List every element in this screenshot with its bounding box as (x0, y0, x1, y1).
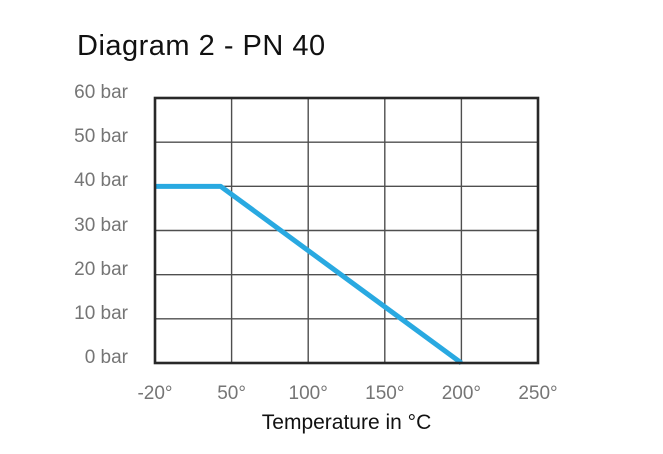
chart-title: Diagram 2 - PN 40 (77, 30, 326, 62)
y-tick-label: 30 bar (74, 214, 128, 236)
x-tick-label: 150° (365, 383, 405, 404)
x-tick-label: 250° (518, 383, 558, 404)
x-tick-label: 200° (441, 383, 482, 404)
y-tick-label: 60 bar (74, 82, 128, 103)
y-tick-label: 50 bar (74, 126, 128, 148)
plot-border (153, 96, 540, 365)
x-tick-label: 50° (217, 383, 246, 404)
pressure-limit-line (155, 183, 463, 366)
y-tick-label: 20 bar (74, 258, 128, 280)
x-tick-label: 100° (288, 383, 328, 404)
x-axis-title: Temperature in °C (261, 411, 432, 434)
y-tick-label: 0 bar (84, 347, 128, 368)
y-tick-label: 40 bar (74, 170, 128, 192)
grid-lines (155, 98, 538, 363)
y-tick-label: 10 bar (74, 302, 128, 324)
x-tick-label: -20° (137, 383, 173, 404)
